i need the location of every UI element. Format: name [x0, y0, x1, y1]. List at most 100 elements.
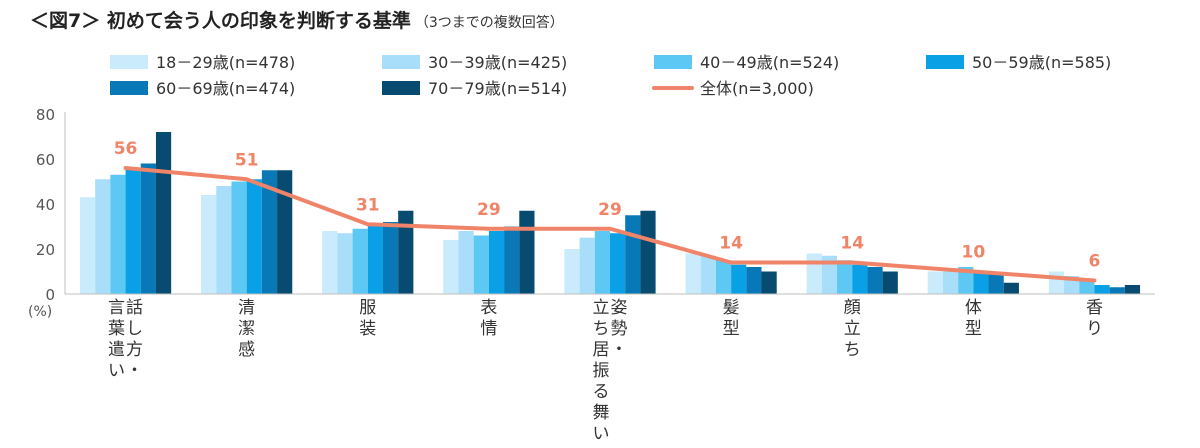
x-tick-label-char: し — [126, 319, 143, 339]
bar — [398, 210, 414, 294]
total-data-label: 6 — [1089, 252, 1101, 272]
y-tick-label: 80 — [36, 106, 55, 124]
x-tick-label-char: 話 — [126, 298, 143, 318]
chart-title: ＜図7＞ 初めて会う人の印象を判断する基準 — [30, 10, 411, 32]
x-tick-label-char: 方 — [126, 340, 143, 360]
bar — [625, 215, 641, 294]
bar — [95, 179, 111, 294]
legend-label: 18－29歳(n=478) — [156, 53, 295, 72]
bar — [337, 233, 353, 294]
legend-swatch — [926, 55, 964, 69]
bar — [443, 240, 459, 294]
legend-label: 全体(n=3,000) — [700, 79, 814, 98]
bar — [806, 253, 822, 294]
x-tick-label-char: る — [593, 382, 610, 402]
x-tick-label-char: い — [593, 424, 610, 444]
bar — [927, 271, 943, 294]
bar — [973, 271, 989, 294]
bar — [579, 237, 595, 294]
x-tick-label-char: ち — [844, 340, 861, 360]
x-tick-label-char: 服 — [359, 298, 376, 318]
bar — [140, 163, 156, 294]
bar — [1124, 285, 1141, 294]
bar — [261, 170, 278, 294]
x-tick-label-char: 振 — [593, 361, 610, 381]
bar — [1109, 287, 1125, 294]
x-tick-label-char: 情 — [480, 319, 497, 339]
x-tick-label-char: 勢 — [611, 319, 628, 339]
bar — [352, 228, 368, 294]
x-tick-label-char: 立 — [844, 319, 861, 339]
bar — [201, 195, 217, 294]
bar — [125, 168, 141, 294]
legend-swatch — [654, 55, 692, 69]
legend-swatch — [110, 81, 148, 95]
bar — [594, 231, 610, 294]
bar — [640, 210, 656, 294]
x-tick-label-char: 清 — [238, 298, 255, 318]
x-tick-label-char: 型 — [965, 319, 982, 339]
x-tick-label-char: 顔 — [844, 298, 861, 318]
bar — [731, 264, 747, 294]
bar — [867, 267, 883, 294]
bar — [715, 260, 732, 294]
total-data-label: 29 — [598, 200, 622, 220]
total-data-label: 14 — [840, 234, 864, 254]
bar — [79, 197, 96, 294]
legend-label: 50－59歳(n=585) — [972, 53, 1111, 72]
x-tick-label-char: り — [1086, 319, 1103, 339]
x-tick-label-char: 言 — [108, 298, 125, 318]
total-data-label: 31 — [356, 195, 380, 215]
total-data-label: 51 — [235, 150, 259, 170]
legend-label: 70－79歳(n=514) — [428, 79, 567, 98]
chart-title-row: ＜図7＞ 初めて会う人の印象を判断する基準 （3つまでの複数回答） — [30, 6, 564, 33]
x-tick-label-char: 髪 — [723, 298, 740, 318]
x-tick-label-char: 居 — [593, 340, 610, 360]
total-data-label: 14 — [719, 234, 743, 254]
x-tick-label-char: 感 — [238, 340, 255, 360]
bar — [488, 231, 505, 294]
total-series-line — [123, 166, 1097, 283]
bar — [700, 255, 716, 294]
bar — [1003, 282, 1019, 294]
bar — [473, 235, 489, 294]
y-tick-label: 0 — [45, 286, 55, 304]
bar — [564, 249, 580, 294]
legend-label: 30－39歳(n=425) — [428, 53, 567, 72]
bar — [837, 260, 853, 294]
x-tick-label-char: 立 — [593, 298, 610, 318]
bar — [246, 179, 262, 294]
x-tick-label-char: い — [108, 361, 125, 381]
bar — [110, 174, 126, 294]
total-data-label: 29 — [477, 200, 501, 220]
bar — [367, 224, 383, 294]
x-tick-label-char: 香 — [1086, 298, 1103, 318]
bar — [852, 264, 868, 294]
bar — [519, 210, 535, 294]
x-tick-label-char: 姿 — [611, 298, 628, 318]
x-tick-label-char: 表 — [480, 298, 497, 318]
bar — [1079, 280, 1095, 294]
x-tick-label-char: 装 — [359, 319, 376, 339]
bar — [988, 273, 1004, 294]
legend-swatch — [110, 55, 148, 69]
bar — [958, 267, 974, 294]
bar — [382, 222, 399, 294]
bar — [610, 233, 626, 294]
y-tick-label: 60 — [36, 151, 55, 169]
legend-label: 60－69歳(n=474) — [156, 79, 295, 98]
x-tick-label-char: 型 — [723, 319, 740, 339]
x-tick-label-char: ち — [593, 319, 610, 339]
legend-label: 40－49歳(n=524) — [700, 53, 839, 72]
x-tick-label-char: 葉 — [108, 319, 125, 339]
y-tick-label: 40 — [36, 196, 55, 214]
total-data-label: 10 — [961, 243, 985, 263]
bar — [942, 271, 959, 294]
bar — [231, 181, 247, 294]
total-data-label: 56 — [114, 139, 138, 159]
x-tick-label-char: 潔 — [238, 319, 255, 339]
chart-subtitle: （3つまでの複数回答） — [414, 15, 564, 31]
bar — [761, 271, 777, 294]
x-tick-label-char: 舞 — [593, 403, 610, 423]
